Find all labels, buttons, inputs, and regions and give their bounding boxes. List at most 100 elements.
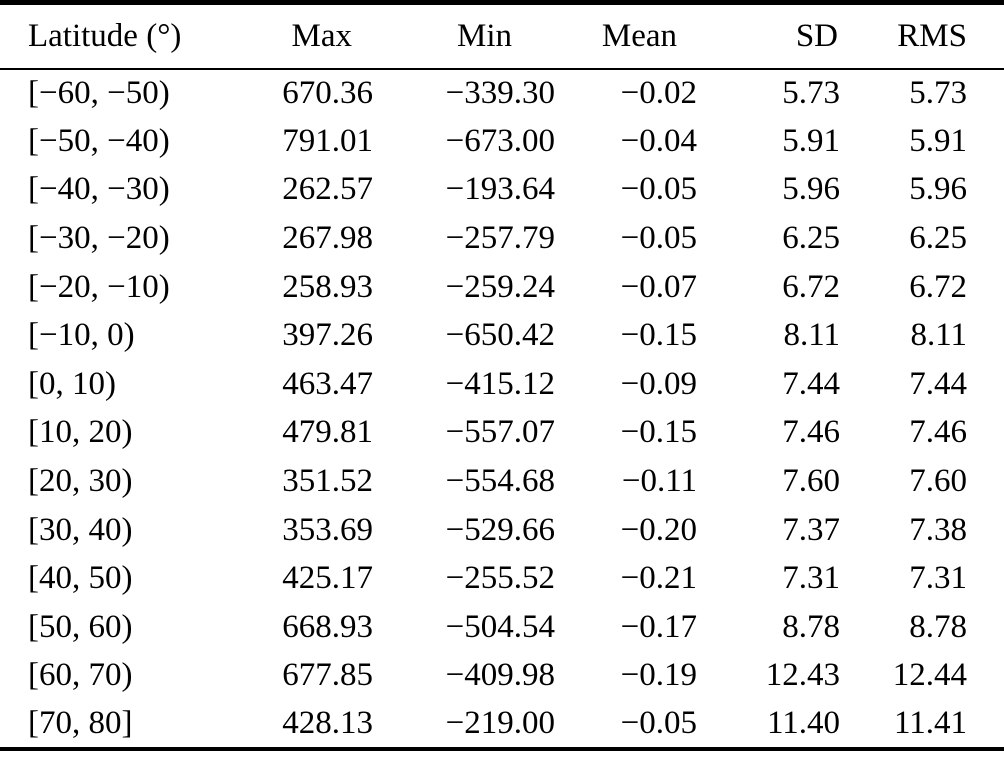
table-cell-max: 262.57 bbox=[282, 171, 373, 208]
table-cell-rms: 7.31 bbox=[909, 560, 967, 597]
table-cell-latitude: [50, 60) bbox=[28, 608, 133, 645]
table-header-row: Latitude (°) Max Min Mean SD RMS bbox=[0, 3, 1004, 69]
table-row: [20, 30) 351.52 −554.68 −0.11 7.60 7.60 bbox=[0, 457, 1004, 506]
table-cell-sd: 7.60 bbox=[782, 463, 840, 500]
table-cell-max: 670.36 bbox=[282, 74, 373, 111]
table-row: [50, 60) 668.93 −504.54 −0.17 8.78 8.78 bbox=[0, 603, 1004, 652]
table-cell-sd: 7.46 bbox=[782, 414, 840, 451]
table-row: [30, 40) 353.69 −529.66 −0.20 7.37 7.38 bbox=[0, 506, 1004, 555]
table-cell-min: −255.52 bbox=[445, 560, 555, 597]
table-cell-rms: 5.96 bbox=[909, 171, 967, 208]
column-header-latitude: Latitude (°) bbox=[28, 17, 182, 54]
table-cell-rms: 7.60 bbox=[909, 463, 967, 500]
table-row: [70, 80] 428.13 −219.00 −0.05 11.40 11.41 bbox=[0, 700, 1004, 749]
table-cell-min: −650.42 bbox=[445, 317, 555, 354]
table-cell-max: 425.17 bbox=[282, 560, 373, 597]
table-cell-max: 677.85 bbox=[282, 657, 373, 694]
table-cell-max: 351.52 bbox=[282, 463, 373, 500]
table-cell-rms: 6.25 bbox=[909, 220, 967, 257]
table-body: [−60, −50) 670.36 −339.30 −0.02 5.73 5.73 [−50… bbox=[0, 69, 1004, 749]
table-cell-mean: −0.20 bbox=[620, 511, 697, 548]
table-row: [−50, −40) 791.01 −673.00 −0.04 5.91 5.91 bbox=[0, 117, 1004, 166]
table-row: [10, 20) 479.81 −557.07 −0.15 7.46 7.46 bbox=[0, 409, 1004, 458]
table-cell-mean: −0.19 bbox=[620, 657, 697, 694]
table-cell-mean: −0.17 bbox=[620, 608, 697, 645]
table-cell-sd: 5.73 bbox=[782, 74, 840, 111]
table-row: [0, 10) 463.47 −415.12 −0.09 7.44 7.44 bbox=[0, 360, 1004, 409]
table-cell-sd: 7.31 bbox=[782, 560, 840, 597]
table-cell-min: −409.98 bbox=[445, 657, 555, 694]
table-cell-latitude: [60, 70) bbox=[28, 657, 133, 694]
table-cell-latitude: [−60, −50) bbox=[28, 74, 170, 111]
table-cell-min: −193.64 bbox=[445, 171, 555, 208]
table-cell-latitude: [−20, −10) bbox=[28, 268, 170, 305]
table-cell-rms: 12.44 bbox=[892, 657, 967, 694]
table-cell-latitude: [40, 50) bbox=[28, 560, 133, 597]
table-cell-max: 353.69 bbox=[282, 511, 373, 548]
table-cell-mean: −0.04 bbox=[620, 122, 697, 159]
table-cell-latitude: [−50, −40) bbox=[28, 122, 170, 159]
table-cell-sd: 5.91 bbox=[782, 122, 840, 159]
table-cell-rms: 6.72 bbox=[909, 268, 967, 305]
table-cell-sd: 12.43 bbox=[765, 657, 840, 694]
table-cell-latitude: [0, 10) bbox=[28, 365, 116, 402]
column-header-max: Max bbox=[291, 17, 353, 54]
table-row: [−30, −20) 267.98 −257.79 −0.05 6.25 6.25 bbox=[0, 214, 1004, 263]
table-cell-sd: 8.78 bbox=[782, 608, 840, 645]
table-cell-max: 463.47 bbox=[282, 365, 373, 402]
table-header: Latitude (°) Max Min Mean SD RMS bbox=[0, 3, 1004, 69]
table-cell-min: −554.68 bbox=[445, 463, 555, 500]
table-cell-sd: 5.96 bbox=[782, 171, 840, 208]
column-header-mean: Mean bbox=[601, 17, 677, 54]
table-cell-latitude: [10, 20) bbox=[28, 414, 133, 451]
column-header-rms: RMS bbox=[897, 17, 967, 54]
table-cell-mean: −0.07 bbox=[620, 268, 697, 305]
table-cell-latitude: [−10, 0) bbox=[28, 317, 135, 354]
table-cell-min: −557.07 bbox=[445, 414, 555, 451]
table-cell-rms: 7.44 bbox=[909, 365, 967, 402]
table-cell-mean: −0.02 bbox=[620, 74, 697, 111]
table-row: [−40, −30) 262.57 −193.64 −0.05 5.96 5.96 bbox=[0, 166, 1004, 215]
table-cell-max: 267.98 bbox=[282, 220, 373, 257]
table-cell-mean: −0.21 bbox=[620, 560, 697, 597]
table-cell-max: 258.93 bbox=[282, 268, 373, 305]
table-cell-mean: −0.05 bbox=[620, 705, 697, 742]
column-header-min: Min bbox=[456, 17, 512, 54]
table-cell-min: −673.00 bbox=[445, 122, 555, 159]
table-cell-rms: 8.11 bbox=[910, 317, 967, 354]
table-row: [−20, −10) 258.93 −259.24 −0.07 6.72 6.72 bbox=[0, 263, 1004, 312]
table-cell-sd: 6.72 bbox=[782, 268, 840, 305]
table-cell-sd: 6.25 bbox=[782, 220, 840, 257]
table-cell-sd: 8.11 bbox=[783, 317, 840, 354]
table-cell-latitude: [−40, −30) bbox=[28, 171, 170, 208]
table-cell-rms: 7.46 bbox=[909, 414, 967, 451]
table-cell-mean: −0.05 bbox=[620, 220, 697, 257]
table-cell-max: 397.26 bbox=[282, 317, 373, 354]
table-row: [40, 50) 425.17 −255.52 −0.21 7.31 7.31 bbox=[0, 554, 1004, 603]
table-cell-latitude: [20, 30) bbox=[28, 463, 133, 500]
table-cell-min: −219.00 bbox=[445, 705, 555, 742]
table-cell-rms: 5.73 bbox=[909, 74, 967, 111]
table-row: [−10, 0) 397.26 −650.42 −0.15 8.11 8.11 bbox=[0, 311, 1004, 360]
table-cell-rms: 5.91 bbox=[909, 122, 967, 159]
table-cell-latitude: [−30, −20) bbox=[28, 220, 170, 257]
table-cell-rms: 8.78 bbox=[909, 608, 967, 645]
table-cell-min: −504.54 bbox=[445, 608, 555, 645]
table-cell-min: −415.12 bbox=[445, 365, 555, 402]
table-cell-min: −339.30 bbox=[445, 74, 555, 111]
table-cell-max: 668.93 bbox=[282, 608, 373, 645]
table-cell-mean: −0.11 bbox=[621, 463, 697, 500]
table-cell-min: −529.66 bbox=[445, 511, 555, 548]
table-cell-mean: −0.15 bbox=[620, 414, 697, 451]
table-cell-mean: −0.05 bbox=[620, 171, 697, 208]
table-cell-sd: 11.40 bbox=[766, 705, 840, 742]
table-cell-max: 428.13 bbox=[282, 705, 373, 742]
table-cell-rms: 7.38 bbox=[909, 511, 967, 548]
table-cell-sd: 7.44 bbox=[782, 365, 840, 402]
table-cell-min: −257.79 bbox=[445, 220, 555, 257]
table-cell-mean: −0.09 bbox=[620, 365, 697, 402]
table-cell-max: 791.01 bbox=[282, 122, 373, 159]
table-cell-mean: −0.15 bbox=[620, 317, 697, 354]
